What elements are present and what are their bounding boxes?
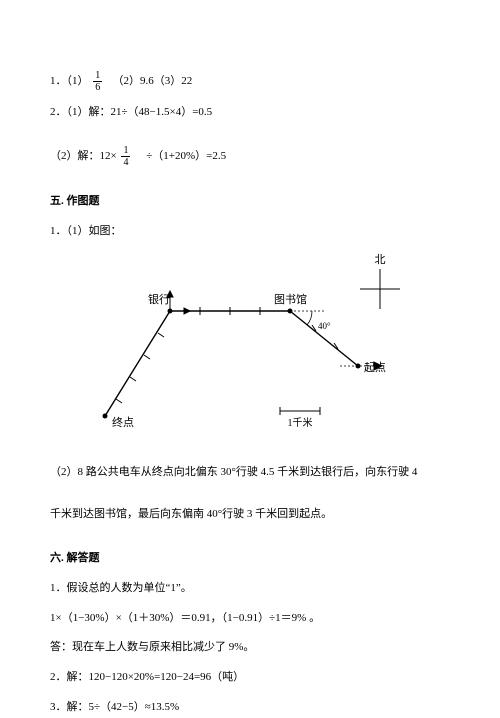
answer-line-1: 1．（1） 1 6 （2）9.6（3）22 [50,70,450,93]
compass-icon: 北 [360,253,400,309]
angle-label: 40° [318,321,331,331]
text: 1．（1） [50,75,89,87]
route-diagram: 北 [60,251,440,441]
q5-1-text: 1．（1）如图： [50,222,450,242]
denominator: 6 [93,82,102,93]
section-6-title: 六. 解答题 [50,549,450,569]
fraction-1-4: 1 4 [121,145,130,168]
end-label: 终点 [112,415,134,429]
answer-line-3: （2）解：12× 1 4 ÷（1+20%）=2.5 [50,145,450,168]
q6-5: 3．解：5÷（42−5）≈13.5% [50,698,450,718]
library-label: 图书馆 [274,292,307,306]
start-label: 起点 [364,361,386,374]
fraction-1-6: 1 6 [93,70,102,93]
text: ÷（1+20%）=2.5 [135,150,226,162]
answer-line-2: 2．（1）解：21÷（48−1.5×4）=0.5 [50,103,450,123]
numerator: 1 [121,145,130,157]
text: （2）解：12× [50,150,117,162]
q6-3: 答：现在车上人数与原来相比减少了 9%。 [50,638,450,658]
q5-2a: （2）8 路公共电车从终点向北偏东 30°行驶 4.5 千米到达银行后，向东行驶… [50,463,450,483]
q6-1: 1．假设总的人数为单位“1”。 [50,579,450,599]
text: （2）9.6（3）22 [107,75,192,87]
scale-bar: 1千米 [280,407,320,429]
north-label: 北 [375,253,386,266]
q6-4: 2．解：120−120×20%=120−24=96（吨） [50,668,450,688]
q6-2: 1×（1−30%）×（1＋30%）＝0.91，（1−0.91）÷1＝9% 。 [50,609,450,629]
q5-2b: 千米到达图书馆，最后向东偏南 40°行驶 3 千米回到起点。 [50,505,450,525]
denominator: 4 [121,157,130,168]
section-5-title: 五. 作图题 [50,192,450,212]
bank-label: 银行 [148,292,170,306]
numerator: 1 [93,70,102,82]
scale-label: 1千米 [288,416,313,429]
